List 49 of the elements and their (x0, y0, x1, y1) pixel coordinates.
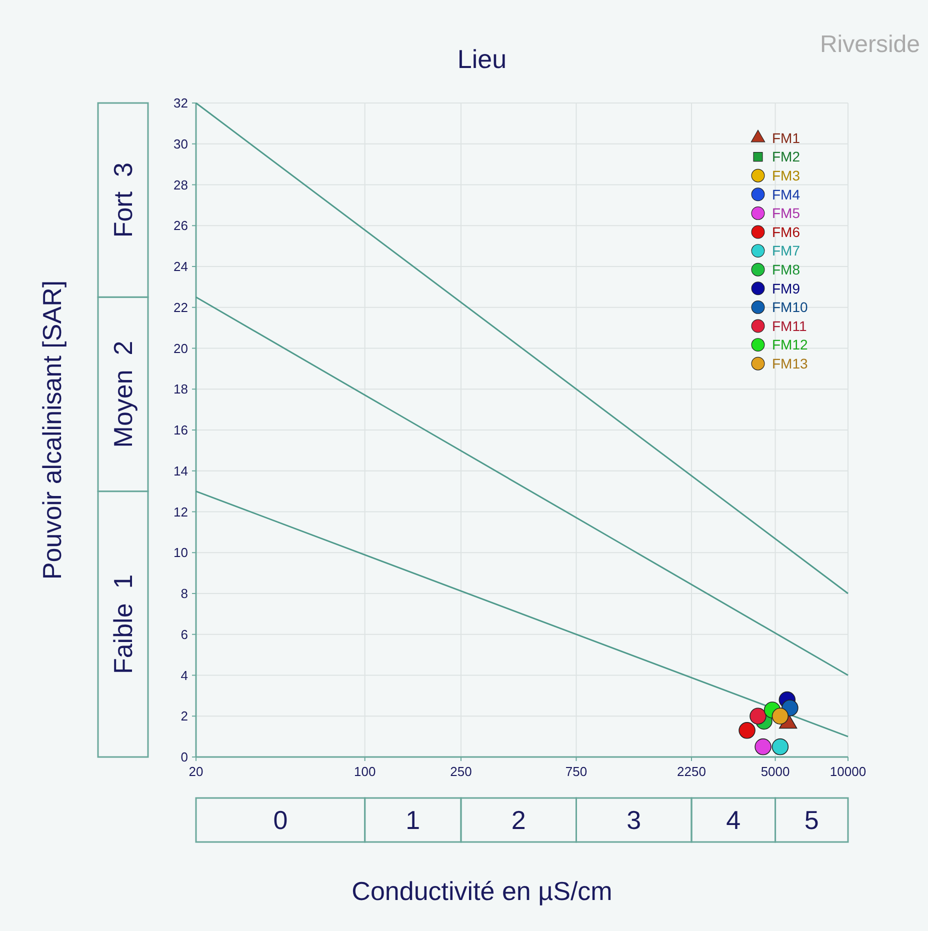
chart-title: Lieu (457, 44, 507, 74)
legend-label: FM3 (772, 168, 800, 184)
legend-label: FM7 (772, 242, 800, 259)
y-tick-label: 24 (174, 259, 188, 274)
x-tick-label: 2250 (677, 764, 706, 779)
text: Faible 1 (108, 574, 138, 674)
text: 5 (804, 805, 819, 836)
legend-label: FM9 (772, 280, 800, 296)
y-tick-label: 0 (180, 750, 188, 765)
x-tick-label: 250 (450, 764, 472, 779)
y-tick-label: 2 (180, 708, 188, 724)
legend-label: FM11 (772, 318, 807, 334)
legend-label: FM1 (772, 130, 800, 146)
y-axis-title: Pouvoir alcalinisant [SAR] (37, 280, 68, 580)
text: Fort 3 (108, 162, 138, 238)
y-tick-label: 12 (174, 504, 188, 520)
y-tick-label: 8 (180, 586, 188, 602)
legend-label: FM2 (772, 148, 800, 165)
text: Riverside (820, 31, 920, 58)
y-tick-label: 10 (174, 545, 188, 560)
y-tick-label: 4 (180, 668, 188, 683)
y-tick-label: 6 (180, 626, 188, 642)
legend-label: FM6 (772, 224, 800, 240)
y-tick-label: 18 (174, 382, 188, 397)
x-tick-label: 10000 (830, 764, 866, 779)
legend-label: FM10 (772, 299, 808, 316)
y-tick-label: 28 (174, 177, 188, 192)
x-tick-label: 750 (565, 764, 588, 779)
y-tick-label: 20 (174, 340, 188, 356)
y-tick-label: 32 (174, 96, 188, 111)
legend-label: FM13 (772, 356, 808, 372)
text: 1 (406, 805, 420, 836)
y-tick-label: 22 (174, 300, 188, 315)
x-axis-title: Conductivité en µS/cm (352, 876, 612, 906)
text: 4 (726, 805, 741, 836)
text: Moyen 2 (108, 340, 138, 448)
legend-label: FM4 (772, 186, 800, 202)
text: 2 (511, 805, 526, 836)
y-tick-label: 30 (174, 136, 188, 152)
x-tick-label: 100 (354, 764, 376, 779)
y-tick-label: 26 (174, 218, 188, 234)
legend-label: FM8 (772, 262, 800, 278)
y-tick-label: 16 (174, 422, 188, 438)
text: 0 (273, 805, 288, 836)
text: 3 (626, 805, 642, 836)
x-tick-label: 5000 (760, 764, 790, 779)
y-tick-label: 14 (174, 463, 188, 478)
legend-label: FM12 (772, 336, 808, 353)
legend-label: FM5 (772, 205, 800, 222)
